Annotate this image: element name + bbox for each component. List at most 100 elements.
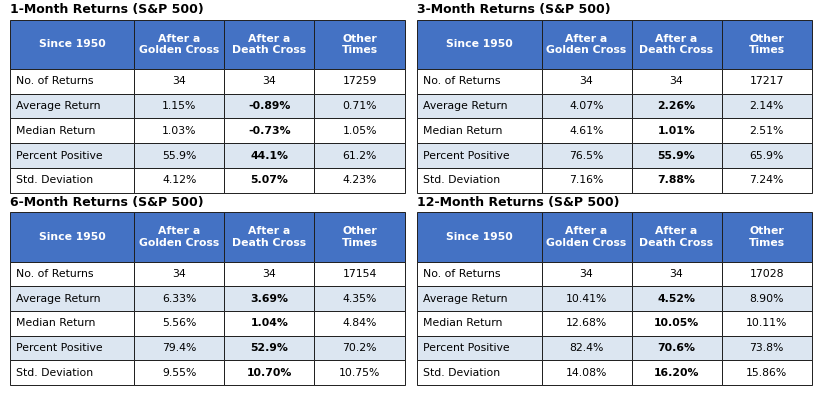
Bar [632, 286, 722, 311]
Text: Median Return: Median Return [423, 126, 502, 136]
Text: Since 1950: Since 1950 [446, 39, 513, 50]
Bar [135, 69, 225, 94]
Bar [417, 360, 542, 385]
Text: 10.11%: 10.11% [746, 318, 787, 329]
Text: Percent Positive: Percent Positive [16, 343, 102, 353]
Text: Average Return: Average Return [16, 294, 100, 304]
Text: 17259: 17259 [342, 76, 377, 86]
Bar [225, 360, 315, 385]
Bar [417, 94, 542, 118]
Bar [417, 212, 542, 262]
Bar [225, 311, 315, 336]
Bar [225, 286, 315, 311]
Bar [632, 360, 722, 385]
Bar [135, 360, 225, 385]
Text: 55.9%: 55.9% [162, 151, 197, 160]
Bar [10, 20, 135, 69]
Text: Percent Positive: Percent Positive [16, 151, 102, 160]
Text: No. of Returns: No. of Returns [16, 76, 93, 86]
Bar [225, 94, 315, 118]
Bar [722, 360, 812, 385]
Bar [225, 143, 315, 168]
Text: Percent Positive: Percent Positive [423, 343, 510, 353]
Text: Std. Deviation: Std. Deviation [16, 175, 93, 185]
Text: 34: 34 [670, 269, 683, 279]
Bar [315, 94, 405, 118]
Text: 12-Month Returns (S&P 500): 12-Month Returns (S&P 500) [417, 196, 620, 209]
Bar [542, 143, 632, 168]
Text: 1.04%: 1.04% [250, 318, 288, 329]
Bar [10, 118, 135, 143]
Text: 1-Month Returns (S&P 500): 1-Month Returns (S&P 500) [10, 4, 204, 17]
Bar [315, 360, 405, 385]
Text: 34: 34 [173, 269, 186, 279]
Text: 34: 34 [580, 269, 593, 279]
Bar [542, 311, 632, 336]
Bar [135, 286, 225, 311]
Text: 34: 34 [173, 76, 186, 86]
Text: 0.71%: 0.71% [342, 101, 377, 111]
Text: 2.51%: 2.51% [749, 126, 784, 136]
Text: 5.56%: 5.56% [162, 318, 197, 329]
Bar [417, 20, 542, 69]
Text: 52.9%: 52.9% [250, 343, 288, 353]
Bar [542, 212, 632, 262]
Text: Other
Times: Other Times [341, 226, 377, 248]
Text: 1.01%: 1.01% [657, 126, 695, 136]
Text: 14.08%: 14.08% [566, 368, 607, 378]
Text: 76.5%: 76.5% [569, 151, 604, 160]
Text: After a
Death Cross: After a Death Cross [639, 226, 714, 248]
Bar [632, 94, 722, 118]
Text: Other
Times: Other Times [748, 33, 785, 55]
Bar [135, 20, 225, 69]
Bar [632, 69, 722, 94]
Text: 3-Month Returns (S&P 500): 3-Month Returns (S&P 500) [417, 4, 610, 17]
Text: 4.84%: 4.84% [342, 318, 377, 329]
Bar [542, 20, 632, 69]
Bar [542, 360, 632, 385]
Bar [10, 286, 135, 311]
Text: 8.90%: 8.90% [749, 294, 784, 304]
Text: 10.41%: 10.41% [566, 294, 607, 304]
Text: After a
Death Cross: After a Death Cross [232, 226, 306, 248]
Text: 70.2%: 70.2% [342, 343, 377, 353]
Text: After a
Golden Cross: After a Golden Cross [139, 33, 220, 55]
Text: 10.70%: 10.70% [247, 368, 292, 378]
Text: 3.69%: 3.69% [250, 294, 288, 304]
Bar [225, 168, 315, 193]
Text: 2.26%: 2.26% [657, 101, 695, 111]
Text: 4.35%: 4.35% [342, 294, 377, 304]
Bar [315, 311, 405, 336]
Bar [542, 168, 632, 193]
Bar [135, 94, 225, 118]
Bar [10, 143, 135, 168]
Text: Std. Deviation: Std. Deviation [423, 368, 501, 378]
Bar [542, 336, 632, 360]
Bar [10, 262, 135, 286]
Bar [632, 20, 722, 69]
Bar [632, 212, 722, 262]
Bar [135, 168, 225, 193]
Bar [225, 118, 315, 143]
Bar [542, 69, 632, 94]
Bar [722, 143, 812, 168]
Text: -0.73%: -0.73% [248, 126, 291, 136]
Text: Since 1950: Since 1950 [39, 232, 106, 242]
Text: 6-Month Returns (S&P 500): 6-Month Returns (S&P 500) [10, 196, 203, 209]
Bar [135, 143, 225, 168]
Text: 1.15%: 1.15% [162, 101, 197, 111]
Text: 7.24%: 7.24% [749, 175, 784, 185]
Text: After a
Golden Cross: After a Golden Cross [546, 33, 627, 55]
Bar [135, 311, 225, 336]
Bar [225, 69, 315, 94]
Bar [315, 118, 405, 143]
Text: 44.1%: 44.1% [250, 151, 288, 160]
Text: Median Return: Median Return [16, 318, 95, 329]
Bar [135, 118, 225, 143]
Text: 4.12%: 4.12% [162, 175, 197, 185]
Bar [417, 262, 542, 286]
Text: 2.14%: 2.14% [749, 101, 784, 111]
Bar [10, 212, 135, 262]
Bar [10, 168, 135, 193]
Text: 34: 34 [670, 76, 683, 86]
